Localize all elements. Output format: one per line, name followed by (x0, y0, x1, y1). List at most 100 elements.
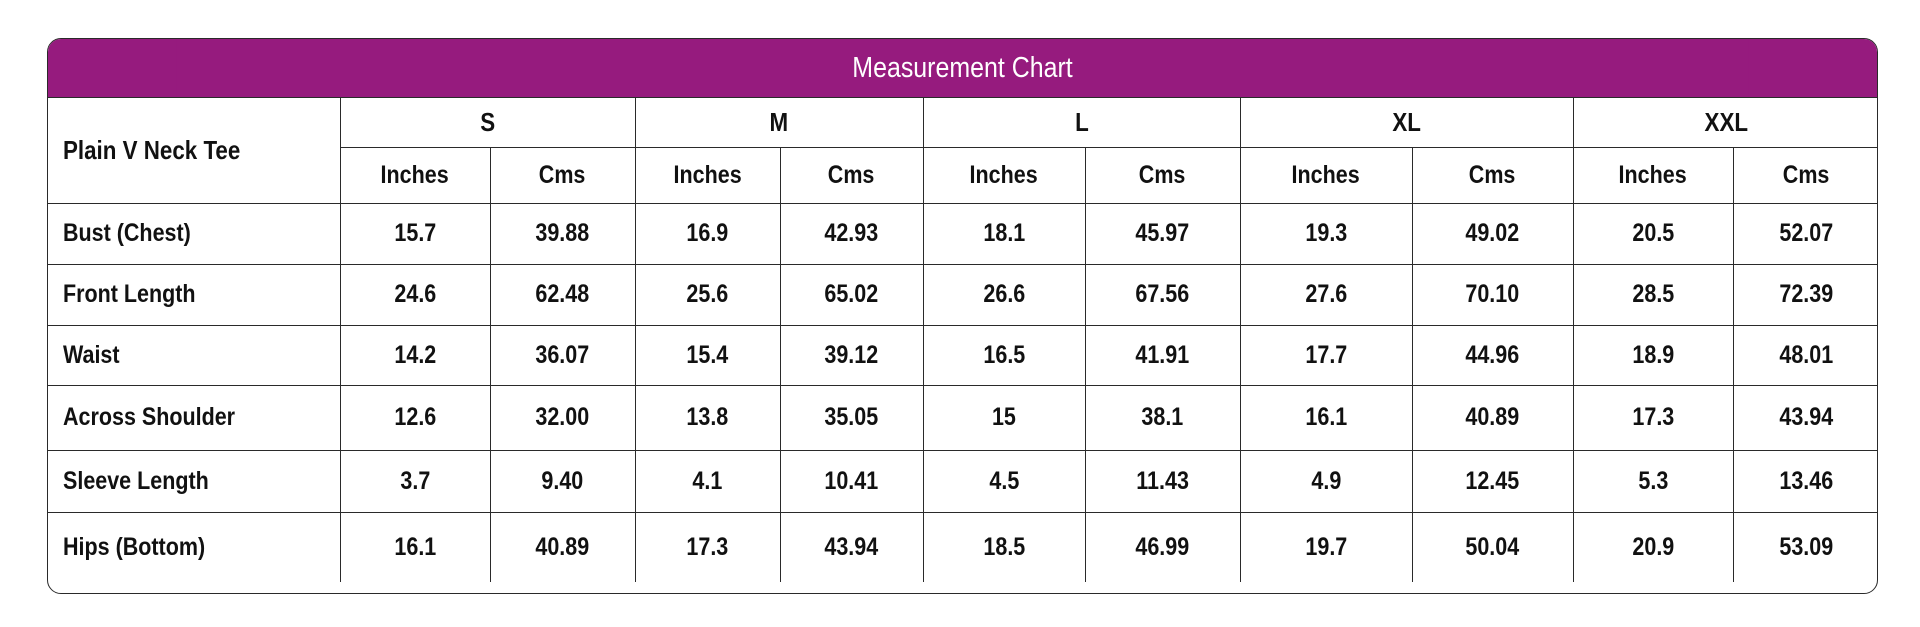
row-label-cell: Waist (48, 324, 341, 386)
cell-value: 39.12 (824, 340, 879, 369)
cell-value: 27.6 (1305, 280, 1347, 308)
unit-header-cms: Cms (779, 146, 924, 204)
cell-value: 24.6 (394, 280, 436, 308)
unit-header-row: Inches Cms Inches Cms Inches Cms Inches … (48, 146, 1877, 204)
table-cell: 10.41 (779, 449, 924, 513)
cell-value: 43.94 (1779, 403, 1834, 431)
cell-value: 35.05 (824, 403, 879, 431)
cell-value: 12.45 (1465, 466, 1520, 495)
table-row: Waist 14.2 36.07 15.4 39.12 16.5 41.91 17.7 44.9… (48, 324, 1877, 386)
table-cell: 5.3 (1572, 449, 1734, 513)
cell-value: 52.07 (1779, 219, 1834, 247)
table-cell: 16.1 (339, 511, 491, 582)
row-label: Hips (Bottom) (63, 532, 206, 561)
table-cell: 32.00 (489, 384, 636, 451)
cell-value: 53.09 (1779, 532, 1834, 561)
table-cell: 52.07 (1732, 203, 1877, 265)
cell-value: 49.02 (1465, 219, 1520, 247)
size-table: Plain V Neck Tee S M L XL XXL Inches Cms… (48, 98, 1877, 582)
table-cell: 62.48 (489, 263, 636, 326)
table-cell: 26.6 (922, 263, 1086, 326)
cell-value: 13.46 (1779, 466, 1834, 495)
size-header-m: M (634, 98, 924, 148)
cell-value: 36.07 (535, 340, 590, 369)
cell-value: 18.1 (983, 219, 1025, 247)
table-cell: 17.7 (1239, 324, 1413, 386)
cell-value: 14.2 (394, 340, 436, 369)
cell-value: 44.96 (1465, 340, 1520, 369)
cell-value: 4.1 (692, 466, 723, 495)
cell-value: 43.94 (824, 532, 879, 561)
cell-value: 26.6 (983, 280, 1025, 308)
unit-header-inches: Inches (1572, 146, 1734, 204)
size-header-l: L (922, 98, 1241, 148)
table-cell: 15 (922, 384, 1086, 451)
table-cell: 40.89 (1411, 384, 1574, 451)
table-cell: 20.5 (1572, 203, 1734, 265)
table-cell: 70.10 (1411, 263, 1574, 326)
cell-value: 25.6 (686, 280, 729, 308)
table-cell: 17.3 (634, 511, 781, 582)
cell-value: 65.02 (824, 280, 879, 308)
table-cell: 67.56 (1084, 263, 1241, 326)
cell-value: 40.89 (1465, 403, 1520, 431)
cell-value: 4.5 (989, 466, 1019, 495)
product-name-cell: Plain V Neck Tee (48, 98, 341, 204)
table-cell: 18.1 (922, 203, 1086, 265)
table-row: Bust (Chest) 15.7 39.88 16.9 42.93 18.1 45.97 1… (48, 203, 1877, 265)
table-cell: 27.6 (1239, 263, 1413, 326)
row-label-cell: Across Shoulder (48, 384, 341, 451)
table-cell: 39.12 (779, 324, 924, 386)
row-label: Across Shoulder (63, 403, 236, 431)
table-row: Front Length 24.6 62.48 25.6 65.02 26.6 67.56 2… (48, 263, 1877, 326)
measurement-rows: Bust (Chest) 15.7 39.88 16.9 42.93 18.1 45.97 1… (48, 203, 1877, 582)
table-cell: 17.3 (1572, 384, 1734, 451)
cell-value: 5.3 (1638, 466, 1668, 495)
table-cell: 13.46 (1732, 449, 1877, 513)
unit-header-cms: Cms (1732, 146, 1877, 204)
table-cell: 28.5 (1572, 263, 1734, 326)
table-cell: 25.6 (634, 263, 781, 326)
table-cell: 14.2 (339, 324, 491, 386)
row-label-cell: Front Length (48, 263, 341, 326)
cell-value: 15.7 (394, 219, 436, 247)
table-cell: 19.3 (1239, 203, 1413, 265)
table-cell: 41.91 (1084, 324, 1241, 386)
table-cell: 12.6 (339, 384, 491, 451)
cell-value: 19.7 (1305, 532, 1347, 561)
cell-value: 10.41 (824, 466, 879, 495)
size-header-xl: XL (1239, 98, 1574, 148)
table-cell: 53.09 (1732, 511, 1877, 582)
row-label: Bust (Chest) (63, 219, 191, 247)
table-row: Hips (Bottom) 16.1 40.89 17.3 43.94 18.5 46.99… (48, 511, 1877, 582)
table-cell: 9.40 (489, 449, 636, 513)
table-cell: 43.94 (779, 511, 924, 582)
cell-value: 19.3 (1305, 219, 1347, 247)
cell-value: 12.6 (394, 403, 436, 431)
table-cell: 4.9 (1239, 449, 1413, 513)
cell-value: 48.01 (1779, 340, 1834, 369)
unit-header-cms: Cms (489, 146, 636, 204)
table-cell: 13.8 (634, 384, 781, 451)
table-cell: 4.5 (922, 449, 1086, 513)
unit-header-inches: Inches (1239, 146, 1413, 204)
cell-value: 20.5 (1632, 219, 1674, 247)
cell-value: 39.88 (535, 219, 590, 247)
table-cell: 15.7 (339, 203, 491, 265)
cell-value: 11.43 (1136, 466, 1189, 495)
unit-header-cms: Cms (1411, 146, 1574, 204)
cell-value: 13.8 (686, 403, 729, 431)
table-cell: 18.9 (1572, 324, 1734, 386)
cell-value: 46.99 (1135, 532, 1190, 561)
size-header-s: S (339, 98, 636, 148)
cell-value: 32.00 (535, 403, 590, 431)
row-label-cell: Sleeve Length (48, 449, 341, 513)
cell-value: 40.89 (535, 532, 590, 561)
cell-value: 62.48 (535, 280, 590, 308)
cell-value: 67.56 (1135, 280, 1190, 308)
table-cell: 11.43 (1084, 449, 1241, 513)
table-row: Sleeve Length 3.7 9.40 4.1 10.41 4.5 11.43 4.9 1… (48, 449, 1877, 513)
cell-value: 18.5 (983, 532, 1025, 561)
unit-header-inches: Inches (922, 146, 1086, 204)
cell-value: 18.9 (1632, 340, 1674, 369)
